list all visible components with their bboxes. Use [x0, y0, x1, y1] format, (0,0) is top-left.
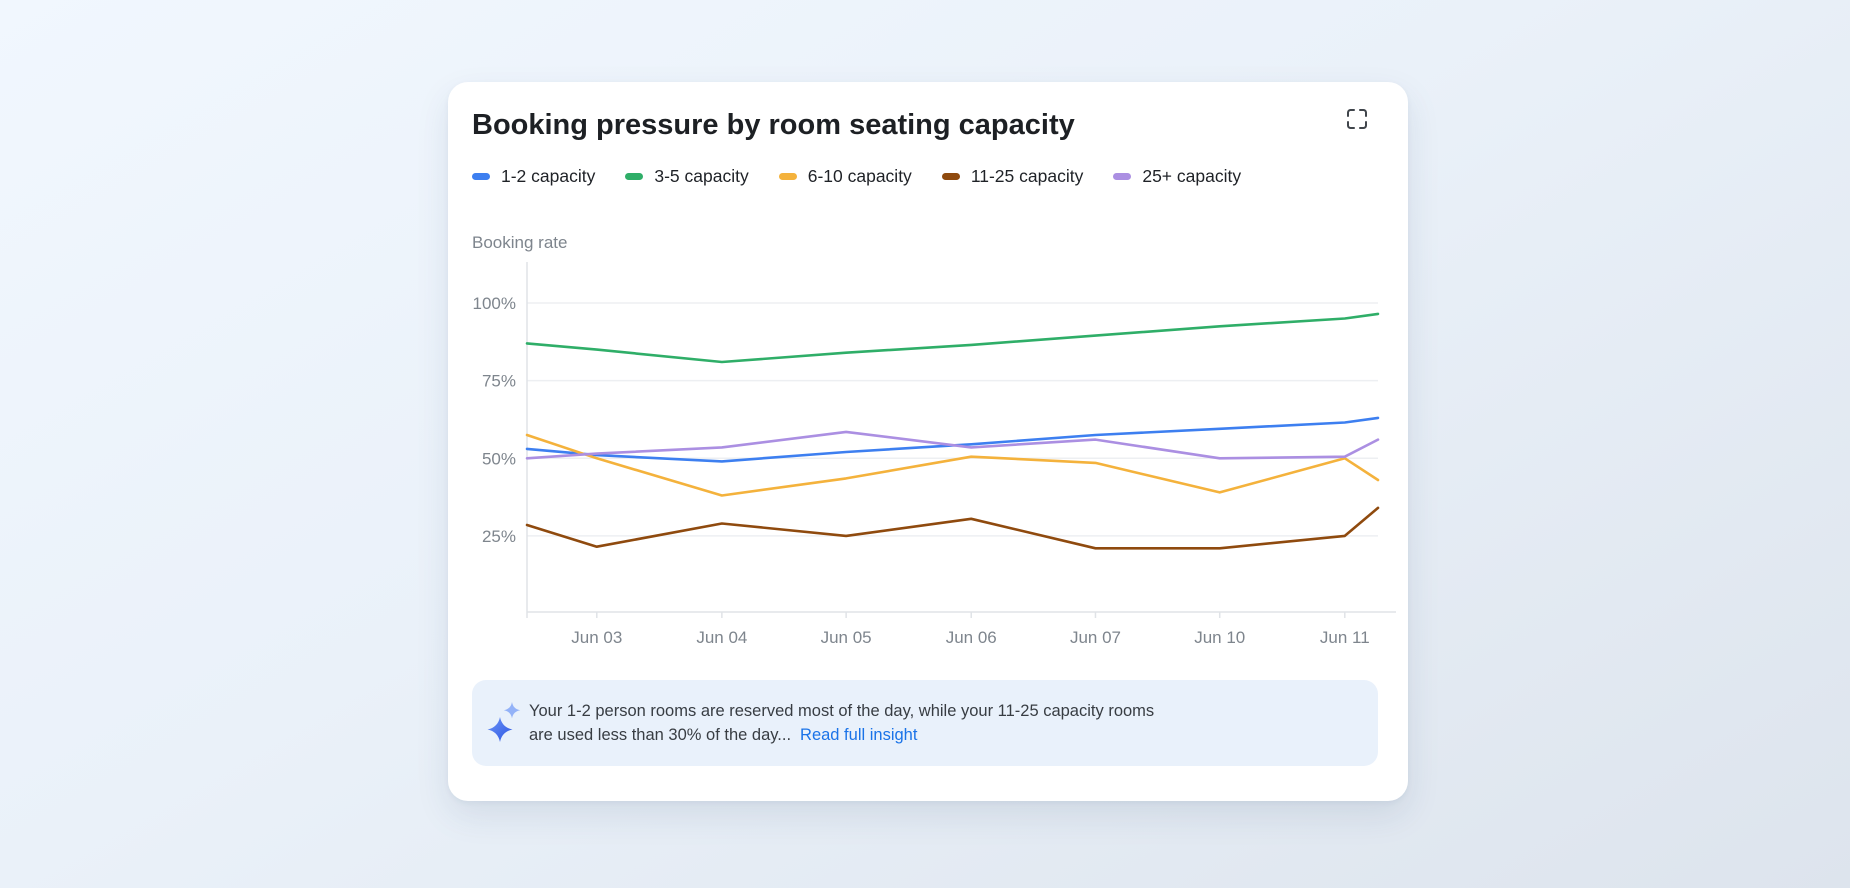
- legend-item-label: 3-5 capacity: [654, 166, 749, 186]
- expand-button[interactable]: [1342, 104, 1372, 134]
- legend-item-25+-capacity[interactable]: 25+ capacity: [1113, 166, 1241, 187]
- insight-banner: Your 1-2 person rooms are reserved most …: [472, 680, 1378, 766]
- y-tick-label: 75%: [482, 372, 516, 391]
- fullscreen-expand-icon: [1347, 109, 1367, 129]
- x-tick-label: Jun 10: [1194, 628, 1245, 647]
- legend-swatch: [778, 172, 797, 181]
- x-tick-label: Jun 04: [696, 628, 747, 647]
- legend-item-6-10-capacity[interactable]: 6-10 capacity: [778, 166, 912, 187]
- insight-text: Your 1-2 person rooms are reserved most …: [529, 699, 1154, 747]
- legend-swatch: [472, 172, 490, 181]
- y-tick-label: 50%: [482, 449, 516, 468]
- x-tick-label: Jun 11: [1320, 628, 1370, 647]
- legend-swatch: [941, 172, 960, 181]
- x-tick-label: Jun 07: [1070, 628, 1121, 647]
- series-line-25+-capacity: [525, 430, 1380, 460]
- legend-item-1-2-capacity[interactable]: 1-2 capacity: [472, 166, 595, 187]
- y-tick-label: 100%: [473, 294, 516, 313]
- legend-item-label: 1-2 capacity: [501, 166, 596, 186]
- y-axis-title: Booking rate: [472, 233, 568, 252]
- y-tick-label: 25%: [482, 527, 516, 546]
- x-tick-label: Jun 05: [821, 628, 872, 647]
- legend-item-label: 6-10 capacity: [807, 166, 912, 186]
- legend-swatch: [625, 172, 644, 181]
- series-line-3-5-capacity: [525, 312, 1380, 364]
- insight-text-line1: Your 1-2 person rooms are reserved most …: [529, 702, 1155, 720]
- read-full-insight-link[interactable]: Read full insight: [800, 726, 918, 744]
- card-title: Booking pressure by room seating capacit…: [472, 109, 1075, 141]
- series-line-11-25-capacity: [525, 506, 1380, 550]
- legend-item-3-5-capacity[interactable]: 3-5 capacity: [625, 166, 749, 187]
- legend-item-label: 25+ capacity: [1142, 166, 1242, 186]
- insight-text-line2: are used less than 30% of the day...: [529, 726, 792, 744]
- legend-swatch: [1113, 172, 1132, 181]
- booking-pressure-card: Booking pressure by room seating capacit…: [448, 82, 1408, 801]
- x-tick-label: Jun 03: [571, 628, 622, 647]
- legend-item-11-25-capacity[interactable]: 11-25 capacity: [941, 166, 1084, 187]
- legend-item-label: 11-25 capacity: [970, 166, 1084, 186]
- x-tick-label: Jun 06: [946, 628, 997, 647]
- series-line-6-10-capacity: [525, 433, 1380, 497]
- chart-legend: 1-2 capacity 3-5 capacity 6-10 capacity 11-…: [472, 166, 1241, 187]
- gemini-sparkle-icon: [487, 702, 521, 742]
- series-line-1-2-capacity: [525, 416, 1380, 463]
- line-chart: 100% 75% 50% 25% Jun 03 Jun 04 Jun 05 Jun 06 Jun…: [473, 262, 1396, 647]
